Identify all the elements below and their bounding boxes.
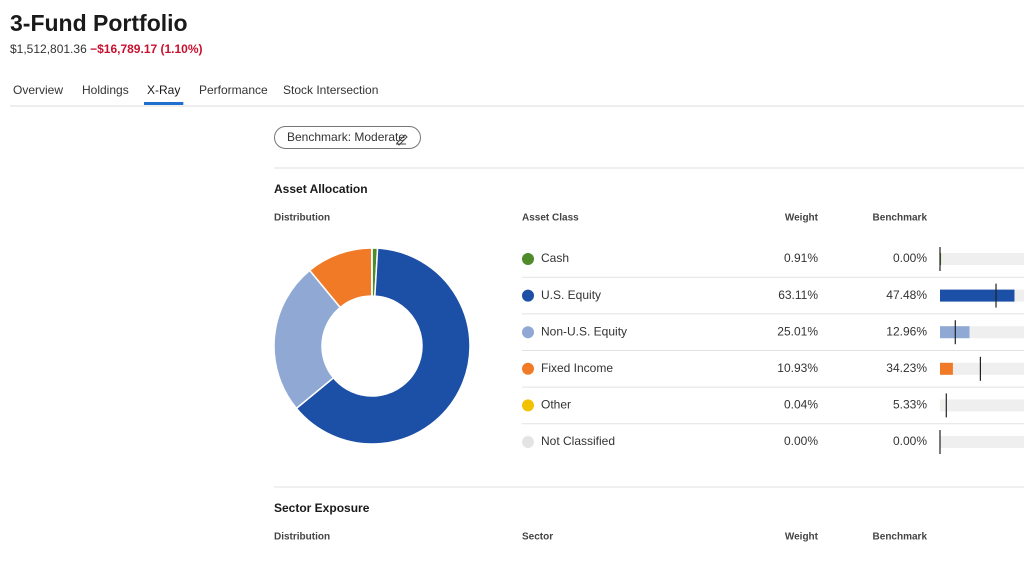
donut-slice — [273, 269, 342, 410]
benchmark: 5.33% — [893, 398, 927, 412]
benchmark: 12.96% — [886, 324, 927, 338]
weight: 0.04% — [784, 398, 818, 412]
tab[interactable]: Overview — [13, 83, 63, 97]
bar-track — [940, 399, 1024, 412]
weight: 10.93% — [777, 361, 818, 375]
legend-dot — [522, 436, 534, 448]
legend-dot — [522, 326, 534, 339]
legend-dot — [522, 362, 534, 375]
asset-class: Other — [541, 398, 571, 412]
benchmark-button-label[interactable]: Benchmark: Moderate — [287, 130, 405, 144]
tab[interactable]: Stock Intersection — [283, 83, 378, 97]
tab[interactable]: Holdings — [82, 83, 129, 97]
edit-icon[interactable] — [396, 134, 408, 146]
column-header: Sector — [522, 532, 553, 543]
bar-track — [940, 436, 1024, 448]
weight: 63.11% — [778, 288, 818, 302]
legend-dot — [522, 253, 534, 265]
section-title: Asset Allocation — [274, 182, 368, 196]
bar-track — [940, 362, 1024, 375]
section-title: Sector Exposure — [274, 501, 370, 515]
legend-dot — [522, 289, 534, 302]
column-header: Asset Class — [522, 213, 579, 224]
column-header: Benchmark — [873, 213, 928, 224]
weight: 25.01% — [777, 324, 818, 338]
weight-bar — [940, 362, 953, 375]
portfolio-title: 3-Fund Portfolio — [10, 10, 188, 36]
tab[interactable]: X-Ray — [147, 83, 180, 97]
change: −$16,789.17 (1.10%) — [90, 42, 202, 56]
asset-class: Fixed Income — [541, 361, 613, 375]
column-header: Weight — [785, 532, 819, 543]
column-header: Distribution — [274, 532, 330, 543]
asset-class: U.S. Equity — [541, 288, 601, 302]
weight: 0.00% — [784, 434, 818, 448]
benchmark: 0.00% — [893, 434, 927, 448]
asset-class: Cash — [541, 251, 569, 265]
weight-bar — [940, 289, 1015, 302]
weight: 0.91% — [784, 251, 818, 265]
legend-dot — [522, 399, 534, 412]
benchmark: 34.23% — [886, 361, 927, 375]
benchmark: 0.00% — [893, 251, 927, 265]
asset-class: Not Classified — [541, 434, 615, 448]
value: $1,512,801.36 — [10, 42, 87, 56]
portfolio-value: $1,512,801.36 −$16,789.17 (1.10%) — [10, 42, 203, 56]
asset-class: Non-U.S. Equity — [541, 324, 627, 338]
donut-slice — [295, 247, 471, 445]
active-tab-indicator — [144, 102, 184, 105]
benchmark: 47.48% — [886, 288, 927, 302]
benchmark-button[interactable] — [274, 126, 421, 149]
bar-track — [940, 253, 1024, 265]
column-header: Benchmark — [873, 532, 928, 543]
tab[interactable]: Performance — [199, 83, 268, 97]
column-header: Distribution — [274, 213, 330, 224]
column-header: Weight — [785, 213, 819, 224]
